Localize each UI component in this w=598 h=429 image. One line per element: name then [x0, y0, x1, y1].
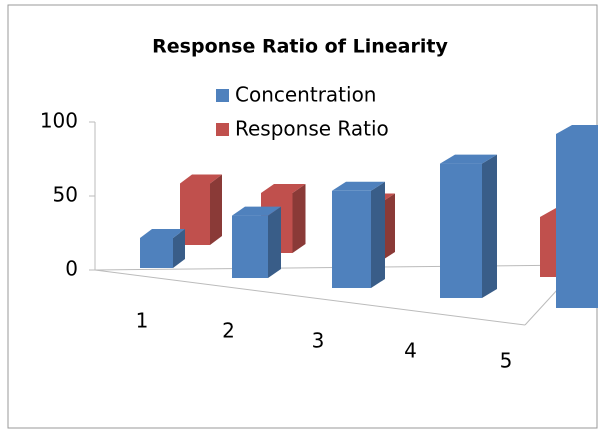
bar — [440, 163, 482, 298]
x-tick-label: 1 — [136, 309, 149, 333]
bar-top — [180, 174, 222, 184]
x-tick-label: 2 — [222, 319, 235, 343]
bar-side — [173, 229, 185, 268]
bar — [232, 215, 268, 278]
x-tick-label: 3 — [312, 329, 325, 353]
bar-side — [371, 181, 385, 288]
x-tick-label: 4 — [404, 339, 417, 363]
x-tick-label: 5 — [500, 349, 513, 373]
legend-label: Response Ratio — [235, 117, 389, 141]
bar — [140, 238, 173, 268]
legend-swatch — [216, 89, 229, 102]
bar — [556, 134, 598, 308]
bar-top — [440, 154, 497, 164]
legend-swatch — [216, 123, 229, 136]
y-tick-label: 100 — [40, 109, 78, 133]
bar-top — [140, 229, 185, 238]
y-tick-label: 0 — [65, 257, 78, 281]
bar-side — [292, 184, 306, 253]
bar-top — [261, 184, 306, 193]
bar-top — [332, 181, 385, 191]
chart-title: Response Ratio of Linearity — [152, 36, 448, 58]
bar-side — [482, 154, 497, 298]
y-tick-label: 50 — [53, 183, 78, 207]
bar-side — [268, 206, 281, 278]
bar — [332, 190, 371, 288]
legend-label: Concentration — [235, 83, 376, 107]
bar-top — [232, 206, 281, 216]
bar-side — [210, 174, 222, 245]
bar-top — [556, 125, 598, 134]
